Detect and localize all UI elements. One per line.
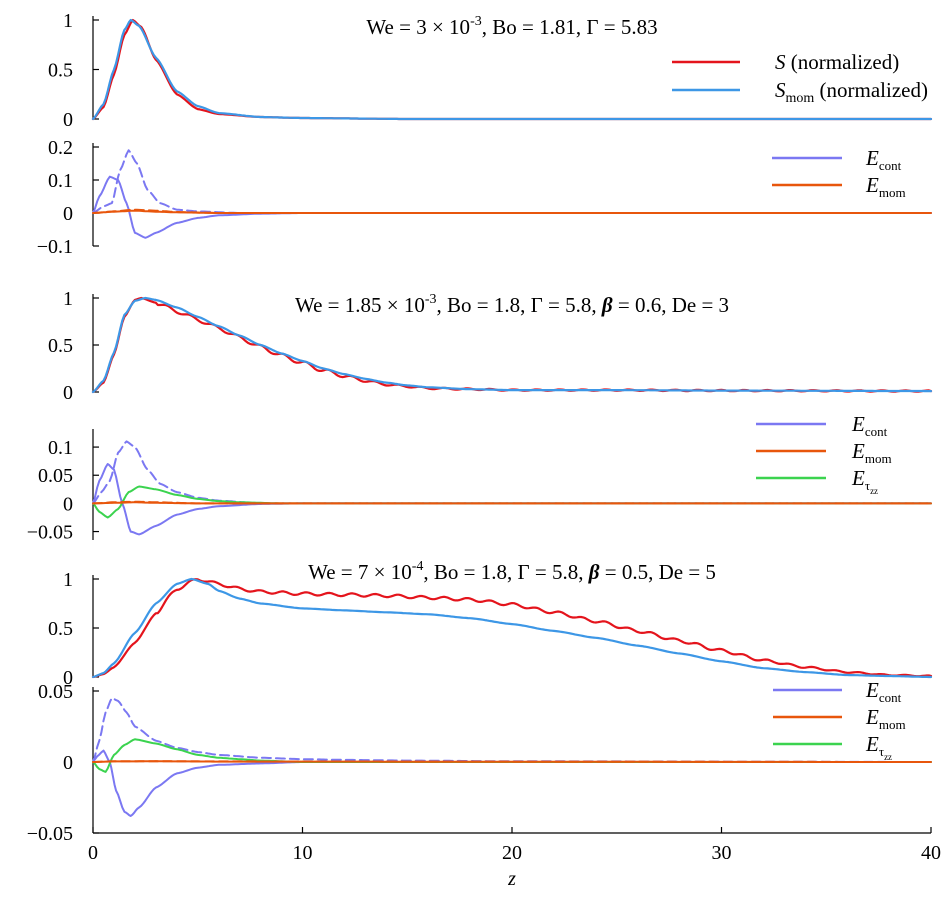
legend-symbol: E [851, 466, 865, 490]
y-tick-label: 0.2 [48, 137, 73, 159]
title-exponent: -3 [425, 292, 437, 307]
series-layer [91, 18, 933, 817]
y-tick-label: 0.5 [48, 618, 73, 640]
title-exponent: -4 [412, 559, 424, 574]
y-tick-label: 0 [63, 203, 73, 225]
x-tick-label: 20 [502, 842, 522, 864]
legend-symbol: S [775, 78, 786, 102]
y-tick-label: 0 [63, 667, 73, 689]
legend-symbol: E [865, 173, 879, 197]
panel-p3 [92, 294, 99, 393]
title-part: , Bo = 1.8, Γ = 5.8, [423, 560, 588, 584]
x-axis-label: z [507, 868, 516, 890]
y-tick-label: −0.05 [27, 823, 73, 845]
title-part: , Bo = 1.8, Γ = 5.8, [437, 293, 602, 317]
legend-subscript: mom [879, 717, 906, 732]
x-tick-label: 0 [88, 842, 98, 864]
legend-label: Smom (normalized) [775, 78, 928, 106]
series-e-cont [92, 749, 932, 817]
series-e-cont-dashed [92, 697, 932, 763]
legend-label: Econt [851, 412, 888, 439]
title-exponent: -3 [470, 14, 482, 29]
y-tick-label: 0.5 [48, 335, 73, 357]
series-e-mom-dashed [92, 500, 932, 505]
y-tick-label: 0 [63, 382, 73, 404]
chart-title: We = 7 × 10-4, Bo = 1.8, Γ = 5.8, β = 0.… [308, 559, 716, 584]
title-part: We = 1.85 × 10 [295, 293, 425, 317]
legend-label: Emom [865, 173, 906, 200]
title-beta: β [588, 560, 600, 584]
legend-symbol: E [865, 146, 879, 170]
legend-subscript: τ [865, 478, 870, 493]
legend-subsubscript: zz [884, 752, 892, 762]
legend-label: Econt [865, 146, 902, 173]
legend-subscript: τ [879, 744, 884, 759]
series-e-mom-dashed [92, 760, 932, 763]
legend-subscript: mom [786, 91, 815, 106]
y-tick-label: 1 [63, 10, 73, 32]
title-part: We = 3 × 10 [366, 15, 470, 39]
legend-subscript: mom [865, 451, 892, 466]
axes-layer [92, 16, 932, 834]
panel-p1 [92, 16, 99, 120]
y-tick-label: 1 [63, 569, 73, 591]
y-tick-label: 1 [63, 288, 73, 310]
chart-title: We = 3 × 10-3, Bo = 1.81, Γ = 5.83 [366, 14, 657, 39]
y-tick-label: −0.05 [27, 522, 73, 544]
legend-suffix: (normalized) [786, 50, 900, 74]
title-beta: β [601, 293, 613, 317]
panel-p2 [92, 143, 99, 247]
legend-label: Emom [851, 439, 892, 466]
x-tick-label: 30 [712, 842, 732, 864]
legend-label: Eτzz [865, 732, 892, 762]
series-s-mom-normalized [91, 577, 933, 679]
y-tick-label: 0.05 [38, 465, 73, 487]
y-tick-label: 0.1 [48, 437, 73, 459]
legend-symbol: S [775, 50, 786, 74]
series-e-cont [92, 463, 932, 536]
series-s-mom-normalized [91, 18, 933, 121]
chart-title: We = 1.85 × 10-3, Bo = 1.8, Γ = 5.8, β =… [295, 292, 729, 317]
legend-subscript: cont [865, 424, 888, 439]
series-s-mom-normalized [91, 296, 933, 394]
legend-subscript: mom [879, 185, 906, 200]
legend-label: Eτzz [851, 466, 878, 496]
legend-symbol: E [865, 678, 879, 702]
title-part: , Bo = 1.81, Γ = 5.83 [482, 15, 658, 39]
legend-symbol: E [865, 732, 879, 756]
y-tick-label: 0.05 [38, 681, 73, 703]
x-tick-label: 10 [293, 842, 313, 864]
legend-label: S (normalized) [775, 50, 899, 74]
legend-suffix: (normalized) [814, 78, 928, 102]
series-e-mom-dashed [92, 208, 932, 214]
y-tick-label: 0 [63, 752, 73, 774]
y-tick-label: 0.5 [48, 60, 73, 82]
panel-p5 [92, 575, 99, 678]
legend-symbol: E [851, 412, 865, 436]
x-tick-label: 40 [921, 842, 941, 864]
legend-subscript: cont [879, 690, 902, 705]
legend-label: Emom [865, 705, 906, 732]
y-tick-label: 0.1 [48, 170, 73, 192]
legend-subscript: cont [879, 158, 902, 173]
y-tick-label: −0.1 [37, 236, 73, 258]
title-part: = 0.6, De = 3 [613, 293, 729, 317]
legend-subsubscript: zz [870, 486, 878, 496]
series-e-cont-dashed [92, 149, 932, 214]
title-part: = 0.5, De = 5 [600, 560, 716, 584]
series-e-tau-zz [92, 485, 932, 519]
y-tick-label: 0 [63, 493, 73, 515]
panel-p6 [92, 687, 932, 834]
series-s-normalized [91, 578, 933, 679]
title-part: We = 7 × 10 [308, 560, 412, 584]
legend-label: Econt [865, 678, 902, 705]
y-tick-label: 0 [63, 109, 73, 131]
legend-symbol: E [851, 439, 865, 463]
legend-symbol: E [865, 705, 879, 729]
